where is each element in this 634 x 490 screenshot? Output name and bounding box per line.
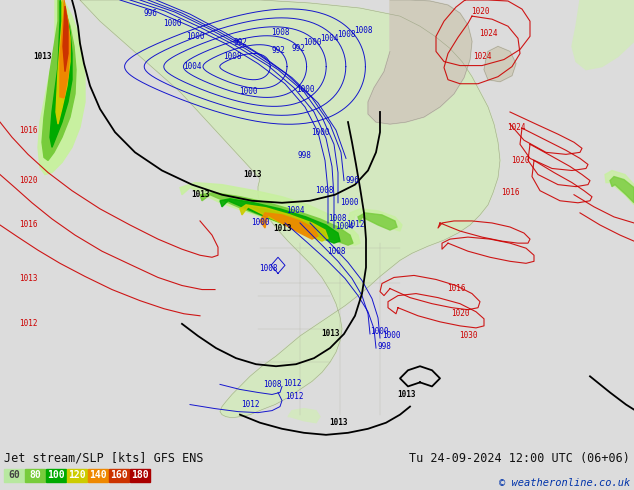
Bar xyxy=(25,469,45,482)
Text: 1000: 1000 xyxy=(186,32,204,41)
Polygon shape xyxy=(50,0,72,147)
Bar xyxy=(109,469,129,482)
Text: 1008: 1008 xyxy=(271,28,289,37)
Polygon shape xyxy=(63,6,68,72)
Polygon shape xyxy=(358,213,397,230)
Text: 1000: 1000 xyxy=(239,87,257,97)
Polygon shape xyxy=(42,0,76,160)
Text: 1008: 1008 xyxy=(223,52,242,61)
Polygon shape xyxy=(240,205,328,241)
Text: 1008: 1008 xyxy=(337,30,356,39)
Text: 1008: 1008 xyxy=(262,380,281,389)
Text: 1020: 1020 xyxy=(511,156,529,165)
Polygon shape xyxy=(38,0,85,174)
Text: 998: 998 xyxy=(297,151,311,160)
Text: 1000: 1000 xyxy=(251,219,269,227)
Text: 1013: 1013 xyxy=(19,274,37,283)
Text: 1004: 1004 xyxy=(335,222,354,231)
Text: 992: 992 xyxy=(292,45,306,53)
Polygon shape xyxy=(56,0,70,124)
Polygon shape xyxy=(80,0,500,417)
Bar xyxy=(130,469,150,482)
Text: 1012: 1012 xyxy=(241,400,259,409)
Text: 1013: 1013 xyxy=(243,170,261,179)
Text: 1008: 1008 xyxy=(328,214,347,223)
Bar xyxy=(4,469,24,482)
Text: 992: 992 xyxy=(272,47,286,55)
Text: 1024: 1024 xyxy=(479,29,497,38)
Text: 1024: 1024 xyxy=(473,52,491,61)
Text: 1012: 1012 xyxy=(346,220,365,229)
Text: 1016: 1016 xyxy=(19,220,37,229)
Text: 1016: 1016 xyxy=(501,188,519,197)
Text: 140: 140 xyxy=(89,470,107,481)
Text: Tu 24-09-2024 12:00 UTC (06+06): Tu 24-09-2024 12:00 UTC (06+06) xyxy=(409,452,630,465)
Text: 120: 120 xyxy=(68,470,86,481)
Text: 80: 80 xyxy=(29,470,41,481)
Text: 1013: 1013 xyxy=(397,390,415,399)
Text: 1008: 1008 xyxy=(327,246,346,256)
Text: 1013: 1013 xyxy=(329,418,347,427)
Text: 1000: 1000 xyxy=(340,198,358,207)
Text: 1013: 1013 xyxy=(191,190,209,199)
Text: 1000: 1000 xyxy=(382,331,401,340)
Text: 160: 160 xyxy=(110,470,128,481)
Bar xyxy=(88,469,108,482)
Polygon shape xyxy=(572,0,634,70)
Text: 1024: 1024 xyxy=(507,122,525,132)
Text: 1012: 1012 xyxy=(283,379,302,389)
Text: 1000: 1000 xyxy=(303,38,322,48)
Polygon shape xyxy=(260,213,318,239)
Text: 1008: 1008 xyxy=(314,186,333,195)
Polygon shape xyxy=(484,47,516,82)
Text: 1004: 1004 xyxy=(286,206,304,216)
Polygon shape xyxy=(60,0,70,98)
Text: 992: 992 xyxy=(233,38,247,47)
Text: 1016: 1016 xyxy=(447,284,465,293)
Bar xyxy=(67,469,87,482)
Text: 1013: 1013 xyxy=(33,52,51,61)
Text: 1008: 1008 xyxy=(354,26,373,35)
Polygon shape xyxy=(288,409,320,423)
Text: 1004: 1004 xyxy=(183,62,201,71)
Text: 1004: 1004 xyxy=(320,34,339,44)
Text: 1000: 1000 xyxy=(311,128,329,137)
Text: 996: 996 xyxy=(346,175,360,185)
Bar xyxy=(46,469,66,482)
Text: 1000: 1000 xyxy=(370,327,389,336)
Text: © weatheronline.co.uk: © weatheronline.co.uk xyxy=(499,478,630,488)
Text: 1030: 1030 xyxy=(459,331,477,341)
Text: 1013: 1013 xyxy=(273,223,291,233)
Text: 100: 100 xyxy=(47,470,65,481)
Polygon shape xyxy=(610,176,634,203)
Text: 1013: 1013 xyxy=(321,329,339,339)
Text: 1020: 1020 xyxy=(19,176,37,185)
Text: 1000: 1000 xyxy=(163,19,181,28)
Polygon shape xyxy=(220,199,340,243)
Polygon shape xyxy=(368,0,472,124)
Polygon shape xyxy=(605,171,634,205)
Text: 1020: 1020 xyxy=(471,6,489,16)
Text: 998: 998 xyxy=(378,342,392,351)
Text: 1000: 1000 xyxy=(295,85,314,94)
Text: Jet stream/SLP [kts] GFS ENS: Jet stream/SLP [kts] GFS ENS xyxy=(4,452,204,465)
Text: 1016: 1016 xyxy=(19,125,37,135)
Text: 996: 996 xyxy=(143,9,157,18)
Text: 60: 60 xyxy=(8,470,20,481)
Text: 1012: 1012 xyxy=(285,392,304,400)
Polygon shape xyxy=(200,193,353,245)
Text: 1008: 1008 xyxy=(259,264,277,273)
Text: 1012: 1012 xyxy=(19,319,37,328)
Polygon shape xyxy=(348,209,402,231)
Text: 180: 180 xyxy=(131,470,149,481)
Polygon shape xyxy=(180,183,360,245)
Text: 1020: 1020 xyxy=(451,309,469,318)
